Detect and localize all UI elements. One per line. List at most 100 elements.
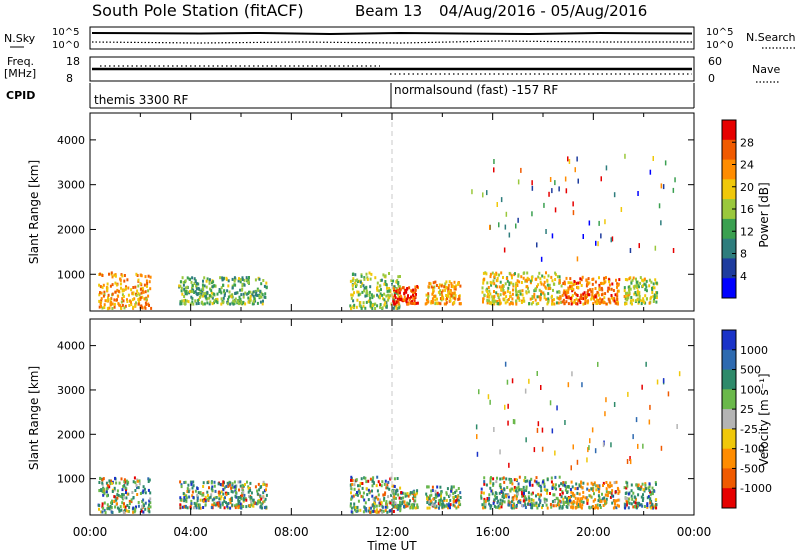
data-cell: [208, 294, 211, 298]
freq-label: Freq.: [7, 55, 34, 68]
data-cell: [638, 297, 641, 301]
data-cell: [142, 290, 145, 294]
nave-dots: [100, 65, 692, 75]
data-cell: [528, 378, 530, 384]
data-cell: [180, 286, 183, 290]
data-cell: [108, 479, 111, 483]
data-cell: [536, 427, 539, 433]
data-cell: [107, 296, 109, 300]
data-cell: [197, 299, 200, 303]
data-cell: [571, 485, 574, 489]
data-cell: [520, 488, 523, 492]
data-cell: [149, 497, 152, 501]
data-cell: [353, 505, 356, 509]
data-cell: [356, 298, 359, 302]
data-cell: [635, 284, 638, 288]
data-cell: [130, 288, 133, 292]
data-cell: [627, 506, 630, 510]
data-cell: [598, 285, 601, 289]
data-cell: [645, 285, 648, 289]
data-cell: [632, 491, 635, 495]
data-cell: [431, 292, 434, 296]
data-cell: [508, 462, 510, 468]
data-cell: [109, 505, 112, 508]
colorbar-segment: [722, 218, 736, 240]
data-cell: [545, 488, 548, 492]
data-cell: [498, 300, 501, 303]
data-cell: [137, 292, 140, 296]
data-cell: [575, 302, 578, 306]
data-cell: [452, 503, 455, 507]
data-cell: [454, 294, 457, 298]
data-cell: [630, 299, 632, 303]
data-cell: [180, 485, 183, 489]
data-cell: [102, 506, 105, 510]
data-cell: [213, 284, 216, 288]
data-cell: [581, 486, 584, 490]
colorbar-segment: [722, 139, 736, 161]
data-cell: [493, 273, 496, 277]
data-cell: [487, 286, 490, 289]
data-cell: [375, 504, 378, 508]
nave-tick-high: 60: [708, 55, 722, 68]
data-cell: [205, 497, 207, 501]
data-cell: [562, 483, 565, 487]
data-cell: [245, 292, 248, 296]
nave-tick-low: 0: [708, 72, 715, 85]
data-cell: [527, 286, 529, 290]
data-cell: [238, 488, 240, 492]
data-cell: [642, 279, 645, 283]
data-cell: [599, 297, 601, 301]
data-cell: [599, 503, 602, 507]
data-cell: [516, 296, 519, 300]
data-cell: [573, 280, 576, 283]
data-cell: [629, 301, 632, 305]
data-cell: [577, 178, 579, 184]
data-cell: [459, 302, 462, 306]
data-cell: [234, 297, 237, 301]
data-cell: [634, 501, 637, 505]
data-cell: [522, 299, 525, 303]
colorbar-tick-label: 100: [740, 383, 761, 396]
data-cell: [613, 402, 616, 407]
data-cell: [237, 302, 240, 306]
data-cell: [442, 502, 445, 506]
data-cell: [369, 510, 372, 514]
data-cell: [225, 501, 227, 505]
data-cell: [393, 485, 396, 488]
data-cell: [366, 276, 369, 280]
data-cell: [486, 190, 488, 196]
data-cell: [132, 305, 135, 309]
data-cell: [447, 283, 450, 287]
data-cell: [570, 490, 573, 494]
data-cell: [575, 297, 578, 301]
data-cell: [181, 276, 184, 280]
data-cell: [513, 488, 516, 492]
data-cell: [238, 500, 240, 504]
data-cell: [99, 302, 102, 306]
colorbar-segment: [722, 258, 736, 279]
data-cell: [480, 496, 483, 500]
data-cell: [540, 489, 543, 493]
data-cell: [370, 293, 373, 297]
data-cell: [449, 493, 452, 497]
data-cell: [364, 294, 367, 298]
data-cell: [354, 506, 357, 509]
data-cell: [116, 506, 119, 510]
data-cell: [141, 295, 144, 299]
data-cell: [211, 296, 214, 300]
data-cell: [194, 280, 197, 284]
data-cell: [381, 505, 384, 509]
data-cell: [486, 294, 489, 298]
data-cell: [205, 279, 208, 283]
data-cell: [430, 489, 433, 493]
data-cell: [517, 293, 520, 297]
data-cell: [612, 506, 615, 510]
data-cell: [430, 493, 433, 497]
data-cell: [256, 489, 259, 493]
data-cell: [214, 298, 217, 302]
data-cell: [245, 276, 248, 280]
data-cell: [554, 500, 556, 504]
data-cell: [353, 291, 355, 295]
